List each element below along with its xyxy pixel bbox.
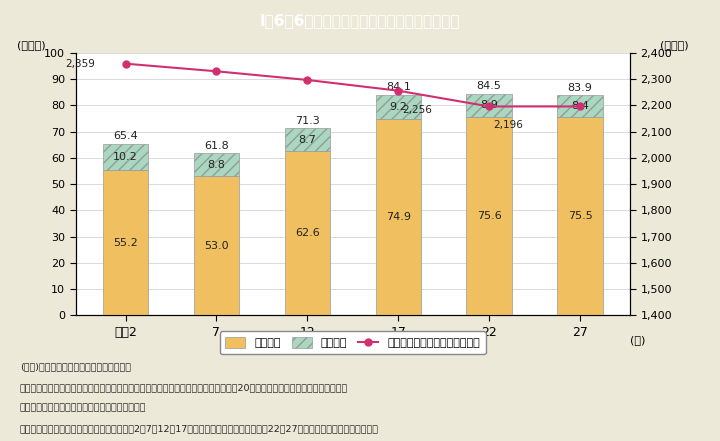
Text: 53.0: 53.0 <box>204 241 229 251</box>
Text: I－6－6図　母子世帯数及び父子世帯数の推移: I－6－6図 母子世帯数及び父子世帯数の推移 <box>260 13 460 29</box>
Text: 8.4: 8.4 <box>571 101 589 111</box>
Bar <box>284 128 330 151</box>
Text: (年): (年) <box>630 335 645 345</box>
Text: 8.9: 8.9 <box>480 100 498 110</box>
Bar <box>284 151 330 315</box>
Text: (万世帯): (万世帯) <box>17 40 46 50</box>
Bar <box>557 117 603 315</box>
Text: 2,196: 2,196 <box>493 120 523 131</box>
Text: 10.2: 10.2 <box>113 152 138 162</box>
Text: 8.8: 8.8 <box>207 160 225 170</box>
Text: 61.8: 61.8 <box>204 141 229 150</box>
Bar <box>557 95 603 117</box>
Text: 9.2: 9.2 <box>390 102 408 112</box>
Bar <box>194 153 239 176</box>
Legend: 母子世帯, 父子世帯, 子どものいる世帯数（右目盛）: 母子世帯, 父子世帯, 子どものいる世帯数（右目盛） <box>220 331 486 354</box>
Text: 62.6: 62.6 <box>295 228 320 238</box>
Text: 2,359: 2,359 <box>65 59 95 69</box>
Bar <box>467 117 512 315</box>
Text: 74.9: 74.9 <box>386 212 410 222</box>
Text: 71.3: 71.3 <box>295 116 320 126</box>
Bar <box>376 95 421 119</box>
Bar <box>194 176 239 315</box>
Text: ２．母子（父子）世帯は，未婚，死別又は離別の女（男）親と，その未婚の20歳未満の子どものみからなる世帯（他: ２．母子（父子）世帯は，未婚，死別又は離別の女（男）親と，その未婚の20歳未満の… <box>20 383 348 392</box>
Text: 75.6: 75.6 <box>477 211 502 221</box>
Text: の世帯員がいないもの）の世帯数。: の世帯員がいないもの）の世帯数。 <box>20 404 146 412</box>
Text: 8.7: 8.7 <box>298 135 316 145</box>
Text: (備考)１．総務省「国勢調査」より作成。: (備考)１．総務省「国勢調査」より作成。 <box>20 363 131 372</box>
Text: 83.9: 83.9 <box>567 82 593 93</box>
Text: 55.2: 55.2 <box>113 238 138 248</box>
Text: (万世帯): (万世帯) <box>660 40 688 50</box>
Bar <box>103 171 148 315</box>
Text: ３．子どものいる世帯数とは，平成2，7，12，17年は子どものいる親族世帯数，22，27年は子どものいる一般世帯数。: ３．子どものいる世帯数とは，平成2，7，12，17年は子どものいる親族世帯数，2… <box>20 424 379 433</box>
Text: 75.5: 75.5 <box>567 211 593 221</box>
Text: 65.4: 65.4 <box>113 131 138 141</box>
Text: 84.5: 84.5 <box>477 81 502 91</box>
Text: 2,256: 2,256 <box>402 105 432 115</box>
Bar <box>103 144 148 171</box>
Text: 84.1: 84.1 <box>386 82 410 92</box>
Bar <box>467 93 512 117</box>
Bar <box>376 119 421 315</box>
